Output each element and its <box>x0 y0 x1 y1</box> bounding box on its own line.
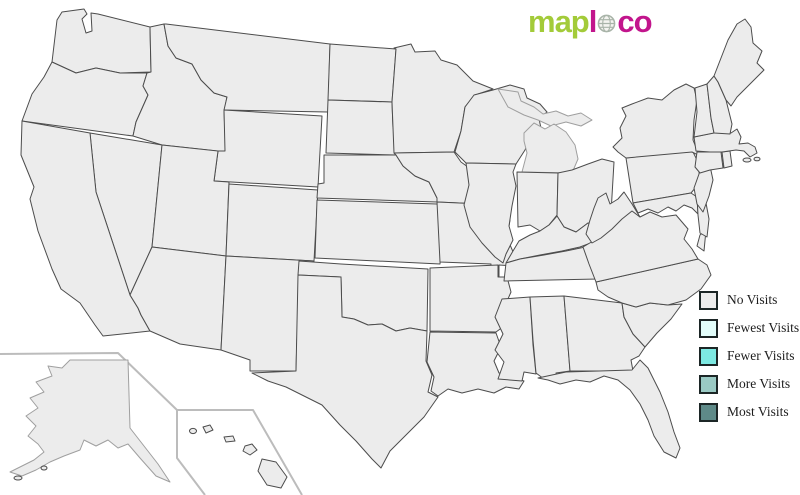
state-florida[interactable] <box>537 359 681 459</box>
legend-row-most-visits: Most Visits <box>699 400 799 424</box>
alaska-aleutian-island-2 <box>40 465 48 471</box>
state-michigan-upper-peninsula[interactable] <box>497 88 593 127</box>
hawaii-big-island[interactable] <box>257 458 288 489</box>
state-mississippi[interactable] <box>494 296 537 382</box>
state-wyoming[interactable] <box>213 109 323 188</box>
legend-swatch-fewest-visits <box>699 318 718 338</box>
state-north-dakota[interactable] <box>327 43 397 103</box>
state-south-dakota[interactable] <box>325 99 399 156</box>
state-rhode-island[interactable] <box>721 150 733 169</box>
globe-icon <box>597 5 616 33</box>
island-marthas-vineyard <box>742 157 752 163</box>
hawaii-inset-divider <box>177 409 303 495</box>
state-colorado[interactable] <box>225 183 319 262</box>
legend-label-most-visits: Most Visits <box>727 404 789 419</box>
state-kansas[interactable] <box>314 199 444 265</box>
legend-row-fewer-visits: Fewer Visits <box>699 344 799 368</box>
state-michigan[interactable] <box>521 122 579 174</box>
legend-label-more-visits: More Visits <box>727 376 791 391</box>
legend-row-fewest-visits: Fewest Visits <box>699 316 799 340</box>
hawaii-oahu[interactable] <box>202 424 214 434</box>
state-illinois[interactable] <box>463 162 517 264</box>
hawaii-kauai[interactable] <box>189 427 197 435</box>
state-arizona[interactable] <box>129 246 227 351</box>
state-north-carolina[interactable] <box>595 258 712 308</box>
state-west-virginia[interactable] <box>585 191 641 244</box>
state-california[interactable] <box>20 120 151 337</box>
state-connecticut[interactable] <box>694 151 724 174</box>
state-alaska[interactable] <box>9 359 171 483</box>
maploco-logo[interactable]: mapl co <box>528 4 653 40</box>
hawaii-molokai[interactable] <box>223 435 236 443</box>
legend-label-fewest-visits: Fewest Visits <box>727 320 800 335</box>
legend-swatch-most-visits <box>699 402 718 422</box>
legend-label-no-visits: No Visits <box>727 292 778 307</box>
logo-text-l: l <box>588 4 598 39</box>
legend-swatch-no-visits <box>699 290 718 310</box>
legend-label-fewer-visits: Fewer Visits <box>727 348 795 363</box>
state-new-york[interactable] <box>612 83 703 159</box>
hawaii-maui[interactable] <box>242 443 258 456</box>
state-texas[interactable] <box>251 274 439 469</box>
visits-legend: No Visits Fewest Visits Fewer Visits Mor… <box>699 288 799 428</box>
logo-text-co: co <box>617 4 652 39</box>
state-alabama[interactable] <box>529 295 571 382</box>
legend-swatch-fewer-visits <box>699 346 718 366</box>
legend-row-no-visits: No Visits <box>699 288 799 312</box>
legend-swatch-more-visits <box>699 374 718 394</box>
island-nantucket <box>753 156 761 162</box>
state-massachusetts[interactable] <box>693 128 758 158</box>
state-washington[interactable] <box>51 8 152 74</box>
logo-text-map: map <box>528 4 590 39</box>
state-new-jersey[interactable] <box>693 161 714 213</box>
legend-row-more-visits: More Visits <box>699 372 799 396</box>
alaska-aleutian-island-1 <box>13 475 23 481</box>
state-maine[interactable] <box>713 18 765 107</box>
